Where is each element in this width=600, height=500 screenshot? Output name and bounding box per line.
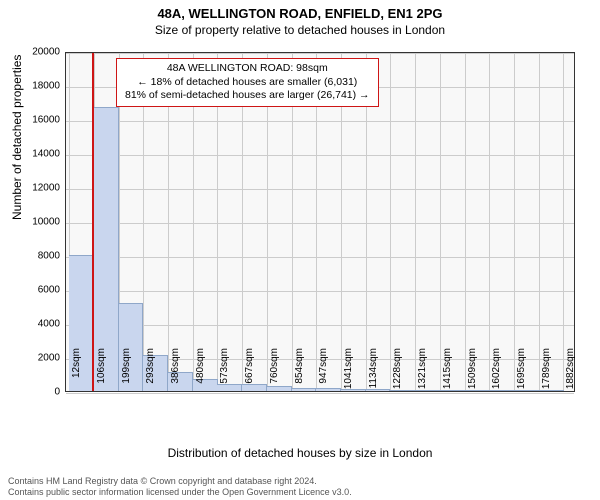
grid-line-h [66, 155, 574, 156]
footer-attribution: Contains HM Land Registry data © Crown c… [8, 476, 352, 498]
x-tick-label: 1321sqm [417, 348, 428, 398]
x-tick-label: 1041sqm [343, 348, 354, 398]
x-tick-label: 1228sqm [392, 348, 403, 398]
x-tick-label: 947sqm [318, 348, 329, 398]
y-axis-label: Number of detached properties [10, 55, 24, 220]
x-tick-label: 293sqm [145, 348, 156, 398]
y-tick-label: 20000 [10, 47, 60, 58]
grid-line-v [440, 53, 441, 391]
grid-line-v [514, 53, 515, 391]
grid-line-v [563, 53, 564, 391]
y-tick-label: 6000 [10, 285, 60, 296]
grid-line-v [390, 53, 391, 391]
grid-line-h [66, 53, 574, 54]
chart-title-sub: Size of property relative to detached ho… [0, 21, 600, 37]
x-axis-label: Distribution of detached houses by size … [0, 446, 600, 460]
y-tick-label: 12000 [10, 183, 60, 194]
footer-line-2: Contains public sector information licen… [8, 487, 352, 498]
annotation-line: 81% of semi-detached houses are larger (… [125, 89, 370, 103]
x-tick-label: 12sqm [71, 348, 82, 398]
x-tick-label: 480sqm [195, 348, 206, 398]
x-tick-label: 106sqm [96, 348, 107, 398]
grid-line-h [66, 121, 574, 122]
grid-line-h [66, 291, 574, 292]
annotation-line: 48A WELLINGTON ROAD: 98sqm [125, 62, 370, 76]
x-tick-label: 199sqm [121, 348, 132, 398]
grid-line-h [66, 257, 574, 258]
y-tick-label: 14000 [10, 149, 60, 160]
x-tick-label: 760sqm [269, 348, 280, 398]
annotation-box: 48A WELLINGTON ROAD: 98sqm← 18% of detac… [116, 58, 379, 107]
x-tick-label: 1415sqm [442, 348, 453, 398]
x-tick-label: 386sqm [170, 348, 181, 398]
x-tick-label: 573sqm [219, 348, 230, 398]
x-tick-label: 1882sqm [565, 348, 576, 398]
grid-line-v [415, 53, 416, 391]
x-tick-label: 667sqm [244, 348, 255, 398]
x-tick-label: 1695sqm [516, 348, 527, 398]
grid-line-h [66, 223, 574, 224]
chart-plot-area: 48A WELLINGTON ROAD: 98sqm← 18% of detac… [65, 52, 575, 392]
y-tick-label: 2000 [10, 353, 60, 364]
x-tick-label: 1789sqm [541, 348, 552, 398]
x-tick-label: 854sqm [294, 348, 305, 398]
y-tick-label: 4000 [10, 319, 60, 330]
x-tick-label: 1134sqm [368, 348, 379, 398]
property-marker-line [92, 53, 94, 391]
chart-title-main: 48A, WELLINGTON ROAD, ENFIELD, EN1 2PG [0, 0, 600, 21]
grid-line-v [539, 53, 540, 391]
grid-line-h [66, 189, 574, 190]
grid-line-v [489, 53, 490, 391]
y-tick-label: 10000 [10, 217, 60, 228]
y-tick-label: 0 [10, 387, 60, 398]
grid-line-v [465, 53, 466, 391]
x-tick-label: 1509sqm [467, 348, 478, 398]
y-tick-label: 18000 [10, 81, 60, 92]
y-tick-label: 16000 [10, 115, 60, 126]
y-tick-label: 8000 [10, 251, 60, 262]
footer-line-1: Contains HM Land Registry data © Crown c… [8, 476, 352, 487]
annotation-line: ← 18% of detached houses are smaller (6,… [125, 76, 370, 90]
x-tick-label: 1602sqm [491, 348, 502, 398]
